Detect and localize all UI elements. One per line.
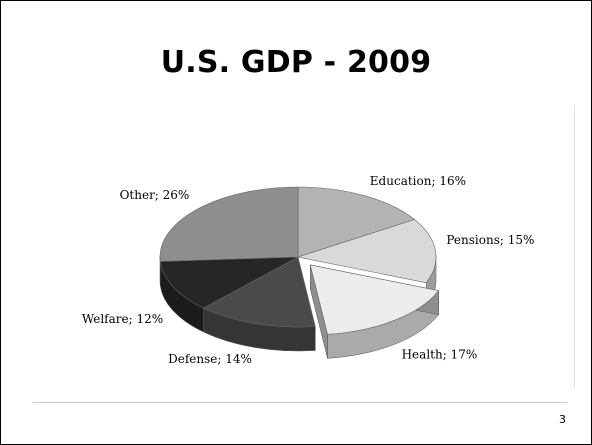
footer-divider (33, 402, 567, 403)
slice-label-welfare: Welfare; 12% (82, 312, 163, 326)
page-number: 3 (559, 413, 566, 426)
pie-slice-pensions (296, 219, 437, 284)
slide-title: U.S. GDP - 2009 (160, 45, 432, 80)
pie-slice-defense (202, 256, 316, 328)
pie-slice-health (309, 264, 440, 335)
slice-label-education: Education; 16% (370, 174, 466, 188)
pie-slice-welfare (159, 256, 299, 309)
pie-slice-other (159, 186, 299, 262)
pie-slice-education (297, 186, 416, 258)
slice-label-health: Health; 17% (402, 348, 478, 362)
chart-frame-line (574, 106, 575, 388)
slice-label-other: Other; 26% (120, 188, 190, 202)
slice-label-pensions: Pensions; 15% (446, 233, 534, 247)
slice-label-defense: Defense; 14% (168, 352, 252, 366)
